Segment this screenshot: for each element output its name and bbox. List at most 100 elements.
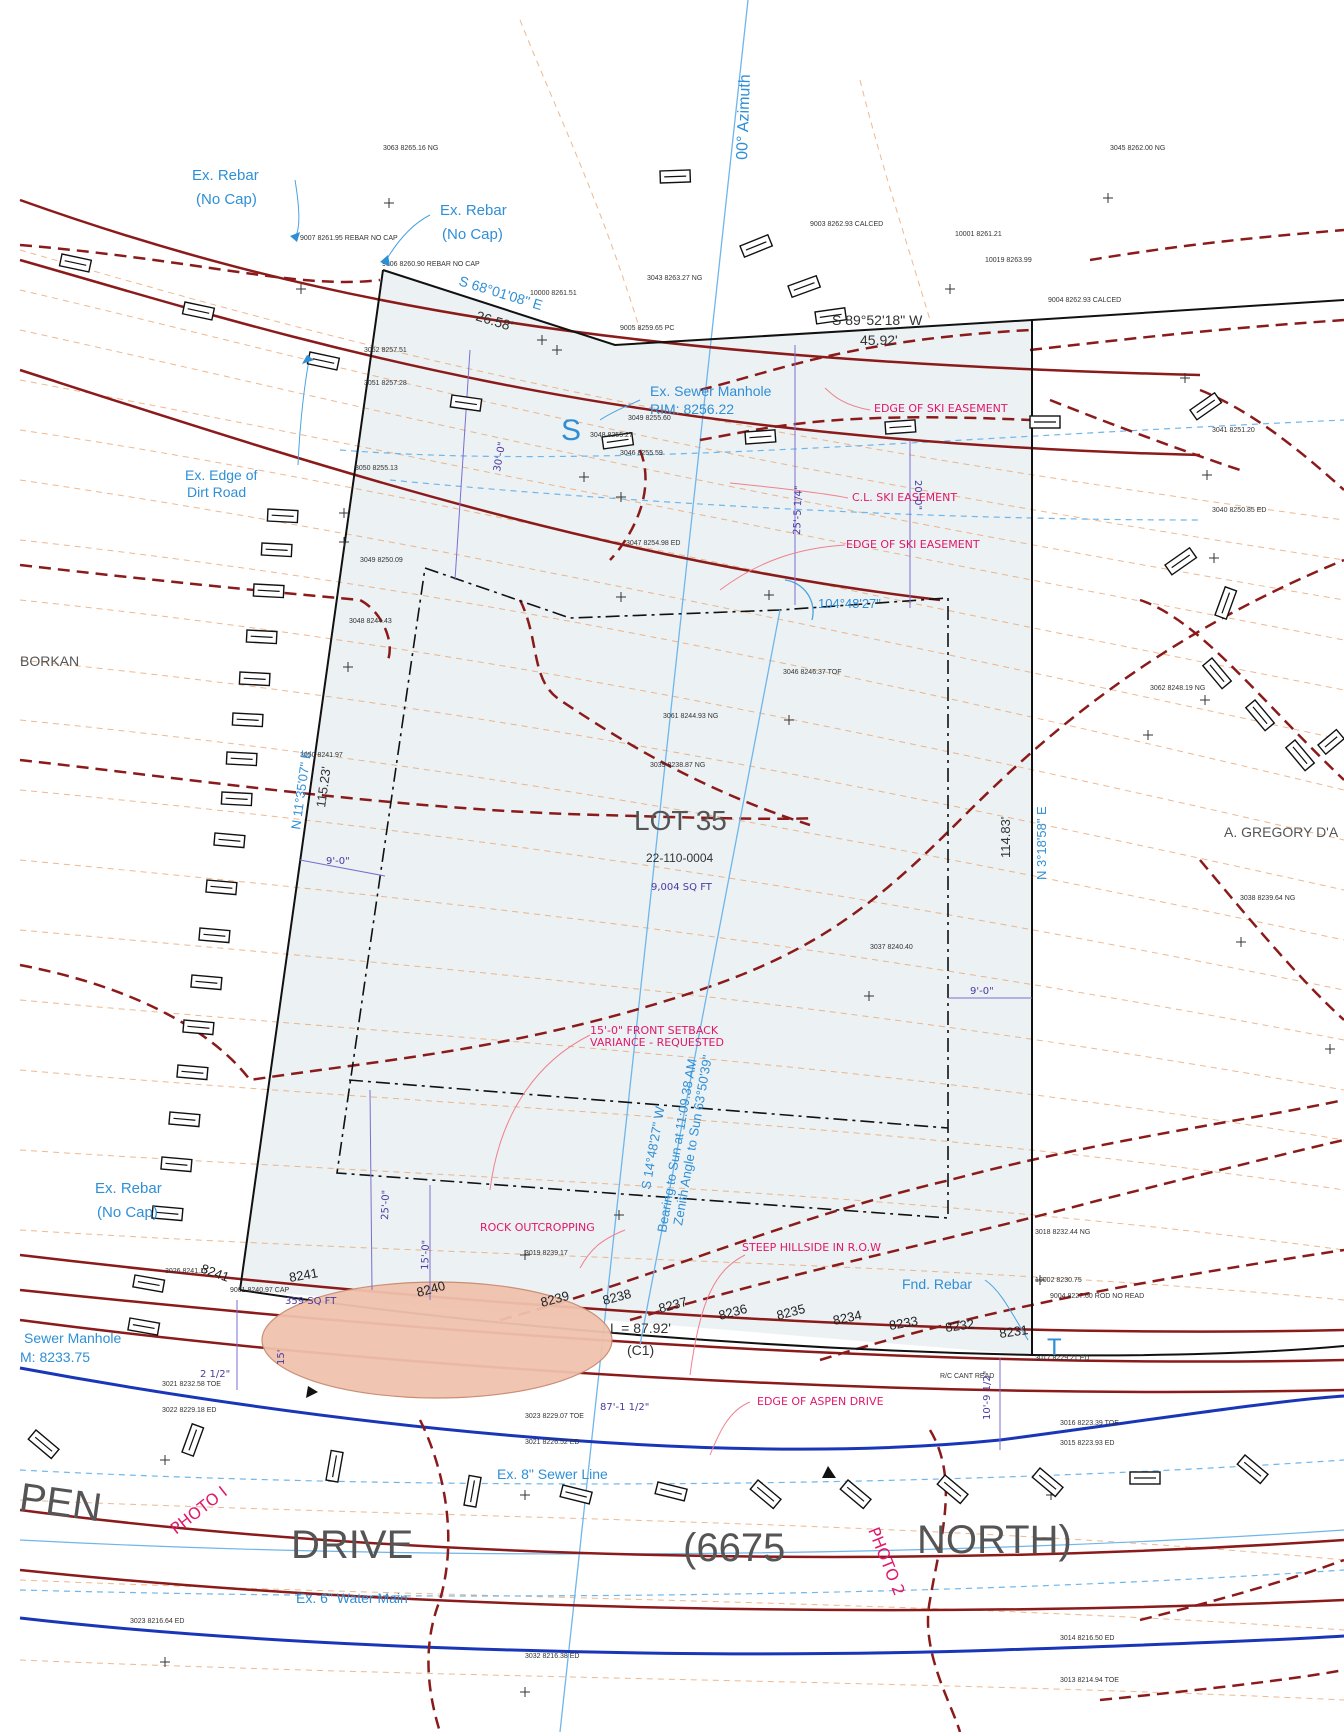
svg-text:3017 8229.21 ED: 3017 8229.21 ED — [1035, 1355, 1090, 1362]
dim-10-9: 10'-9 1/2" — [982, 1371, 993, 1420]
svg-text:9004 8262.93 CALCED: 9004 8262.93 CALCED — [1048, 297, 1121, 304]
property-lines — [239, 269, 1344, 1357]
dim-87ft: 87'-1 1/2" — [600, 1402, 649, 1413]
dim-2-half: 2 1/2" — [200, 1369, 230, 1380]
rebar-label-3b: (No Cap) — [97, 1204, 158, 1221]
east-line-distance: 114.83' — [998, 817, 1013, 858]
svg-text:3062 8248.19 NG: 3062 8248.19 NG — [1150, 685, 1205, 692]
dim-25-5: 25'-5 1/4" — [792, 485, 805, 535]
svg-text:9003 8262.93 CALCED: 9003 8262.93 CALCED — [810, 221, 883, 228]
curve-id: (C1) — [627, 1342, 654, 1358]
east-line-bearing: N 3°18'58" E — [1034, 806, 1049, 880]
svg-text:3052 8257.51: 3052 8257.51 — [364, 347, 407, 354]
callout-leaders — [294, 179, 1029, 1456]
street-north: NORTH) — [917, 1518, 1072, 1562]
water-main-label: Ex. 6" Water Main — [296, 1590, 408, 1606]
svg-text:9006 8260.90 REBAR NO CAP: 9006 8260.90 REBAR NO CAP — [382, 261, 480, 268]
dim-20ft: 20'-0" — [912, 480, 923, 510]
aspen-edge-note: EDGE OF ASPEN DRIVE — [757, 1395, 884, 1408]
rebar-label-2: Ex. Rebar — [440, 202, 507, 219]
rebar-label-1b: (No Cap) — [196, 191, 257, 208]
sun-bearing-line — [639, 609, 781, 1346]
dim-9ft-east: 9'-0" — [970, 986, 994, 997]
azimuth-line — [559, 0, 749, 1732]
svg-text:3050 8241.97: 3050 8241.97 — [300, 752, 343, 759]
rock-area-label: 359 SQ FT — [285, 1296, 337, 1307]
svg-text:3061 8244.93 NG: 3061 8244.93 NG — [663, 713, 718, 720]
sewer-line-label: Ex. 8" Sewer Line — [497, 1466, 608, 1482]
svg-text:3041 8251.20: 3041 8251.20 — [1212, 427, 1255, 434]
parcel-id: 22-110-0004 — [646, 851, 713, 865]
rebar-label-1: Ex. Rebar — [192, 167, 259, 184]
svg-text:3046 8246.37 TOF: 3046 8246.37 TOF — [783, 669, 842, 676]
rebar-arrow-2 — [380, 255, 390, 266]
dirt-road-label: Ex. Edge of — [185, 467, 257, 483]
sewer-manhole-rim: M: 8233.75 — [20, 1349, 90, 1365]
dim-15ft: 15'-0" — [420, 1240, 432, 1270]
elev-8232: 8232 — [944, 1316, 975, 1335]
photo-2-label: PHOTO 2 — [864, 1524, 909, 1598]
neighbor-west: BORKAN — [20, 653, 79, 669]
hydrant-symbol: T — [1047, 1334, 1062, 1361]
svg-text:3051 8257.28: 3051 8257.28 — [364, 380, 407, 387]
survey-points — [160, 193, 1335, 1697]
svg-text:3022 8229.18 ED: 3022 8229.18 ED — [162, 1407, 217, 1414]
north-line2-bearing: S 89°52'18" W — [832, 312, 923, 328]
svg-text:3043 8263.27 NG: 3043 8263.27 NG — [647, 275, 702, 282]
svg-text:3019 8239.17: 3019 8239.17 — [525, 1250, 568, 1257]
svg-text:3013 8214.94 TOE: 3013 8214.94 TOE — [1060, 1677, 1119, 1684]
svg-text:3018 8232.44 NG: 3018 8232.44 NG — [1035, 1229, 1090, 1236]
rebar-label-2b: (No Cap) — [442, 226, 503, 243]
svg-text:10002 8230.75: 10002 8230.75 — [1035, 1277, 1082, 1284]
rebar-arrow-1 — [290, 232, 300, 242]
photo-1-arrow — [306, 1386, 318, 1398]
dimension-lines — [236, 345, 1032, 1450]
svg-text:9007 8261.95 REBAR NO CAP: 9007 8261.95 REBAR NO CAP — [300, 235, 398, 242]
manhole-label: Ex. Sewer Manhole — [650, 383, 772, 399]
contour-tags — [27, 169, 1344, 1510]
sewer-manhole-label: Sewer Manhole — [24, 1330, 121, 1346]
neighbor-east: A. GREGORY D'A — [1224, 824, 1339, 840]
angle-label: 104°48'27" — [818, 596, 881, 611]
svg-text:9004 8227.60 ROD NO READ: 9004 8227.60 ROD NO READ — [1050, 1293, 1144, 1300]
svg-text:3046 8255.59: 3046 8255.59 — [620, 450, 663, 457]
svg-text:3021 8226.52 ED: 3021 8226.52 ED — [525, 1439, 580, 1446]
svg-text:3023 8216.64 ED: 3023 8216.64 ED — [130, 1618, 185, 1625]
north-line2-distance: 45.92' — [860, 332, 898, 348]
elev-8239: 8239 — [539, 1288, 571, 1310]
elev-8240: 8240 — [415, 1278, 447, 1300]
dirt-road-label-2: Dirt Road — [187, 484, 246, 500]
svg-text:10019 8263.99: 10019 8263.99 — [985, 257, 1032, 264]
elev-8237: 8237 — [657, 1294, 689, 1316]
ski-easement-edge-2: EDGE OF SKI EASEMENT — [846, 538, 980, 551]
dim-30ft: 30'-0" — [492, 441, 508, 473]
svg-text:10000 8261.51: 10000 8261.51 — [530, 290, 577, 297]
road-edge-north — [19, 1366, 1344, 1451]
road-edge-south — [19, 1616, 1344, 1656]
svg-text:3037 8240.40: 3037 8240.40 — [870, 944, 913, 951]
dim-15: 15' — [276, 1350, 287, 1365]
svg-text:3014 8216.50 ED: 3014 8216.50 ED — [1060, 1635, 1115, 1642]
steep-note: STEEP HILLSIDE IN R.O.W — [742, 1241, 881, 1254]
elev-8234: 8234 — [832, 1307, 863, 1328]
svg-text:10001 8261.21: 10001 8261.21 — [955, 231, 1002, 238]
ski-easement-edge-1: EDGE OF SKI EASEMENT — [874, 402, 1008, 415]
svg-text:3063 8265.16 NG: 3063 8265.16 NG — [383, 145, 438, 152]
street-pen: PEN — [17, 1475, 105, 1530]
photo-2-arrow — [822, 1466, 836, 1478]
svg-text:3049 8250.09: 3049 8250.09 — [360, 557, 403, 564]
ski-easement-cl: C.L. SKI EASEMENT — [852, 491, 957, 504]
building-envelope — [336, 566, 949, 1219]
street-drive: DRIVE — [291, 1523, 413, 1567]
dim-9ft-west: 9'-0" — [326, 856, 350, 867]
street-number: (6675 — [683, 1526, 785, 1570]
elev-8235: 8235 — [775, 1301, 807, 1323]
svg-text:3032 8216.38 ED: 3032 8216.38 ED — [525, 1653, 580, 1660]
svg-text:3039 8238.87 NG: 3039 8238.87 NG — [650, 762, 705, 769]
svg-text:9005 8259.65 PC: 9005 8259.65 PC — [620, 325, 675, 332]
setback-note-2: VARIANCE - REQUESTED — [590, 1036, 724, 1049]
rock-note: ROCK OUTCROPPING — [480, 1221, 595, 1234]
elev-8231: 8231 — [998, 1322, 1029, 1341]
svg-text:3023 8229.07 TOE: 3023 8229.07 TOE — [525, 1413, 584, 1420]
dirt-road-arrow — [302, 355, 314, 364]
